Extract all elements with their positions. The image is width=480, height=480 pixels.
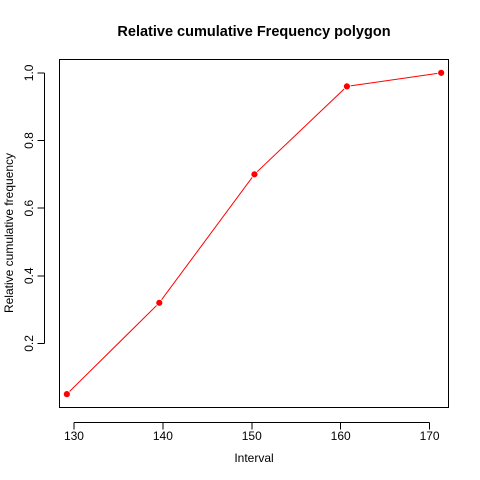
y-axis: 0.2 0.4 0.6 0.8 1.0 — [22, 64, 45, 352]
x-tick-label: 170 — [420, 429, 440, 443]
x-tick-label: 160 — [331, 429, 351, 443]
y-tick-label: 1.0 — [22, 64, 36, 81]
y-tick-label: 0.6 — [22, 199, 36, 216]
y-tick-label: 0.8 — [22, 132, 36, 149]
data-point — [155, 298, 164, 307]
data-point — [343, 82, 351, 91]
x-axis-label: Interval — [234, 451, 273, 465]
x-axis: 130 140 150 160 170 — [64, 422, 440, 443]
data-point — [437, 68, 446, 77]
data-point — [250, 170, 259, 179]
y-tick-label: 0.2 — [22, 335, 36, 352]
x-tick-label: 150 — [242, 429, 262, 443]
data-point — [62, 390, 71, 399]
series-layer — [62, 68, 446, 399]
y-tick-label: 0.4 — [22, 267, 36, 284]
series-line — [66, 72, 442, 395]
chart-title: Relative cumulative Frequency polygon — [117, 24, 390, 40]
y-axis-label: Relative cumulative frequency — [2, 153, 16, 313]
x-tick-label: 130 — [64, 429, 84, 443]
plot-area-frame — [59, 59, 449, 408]
x-tick-label: 140 — [153, 429, 173, 443]
